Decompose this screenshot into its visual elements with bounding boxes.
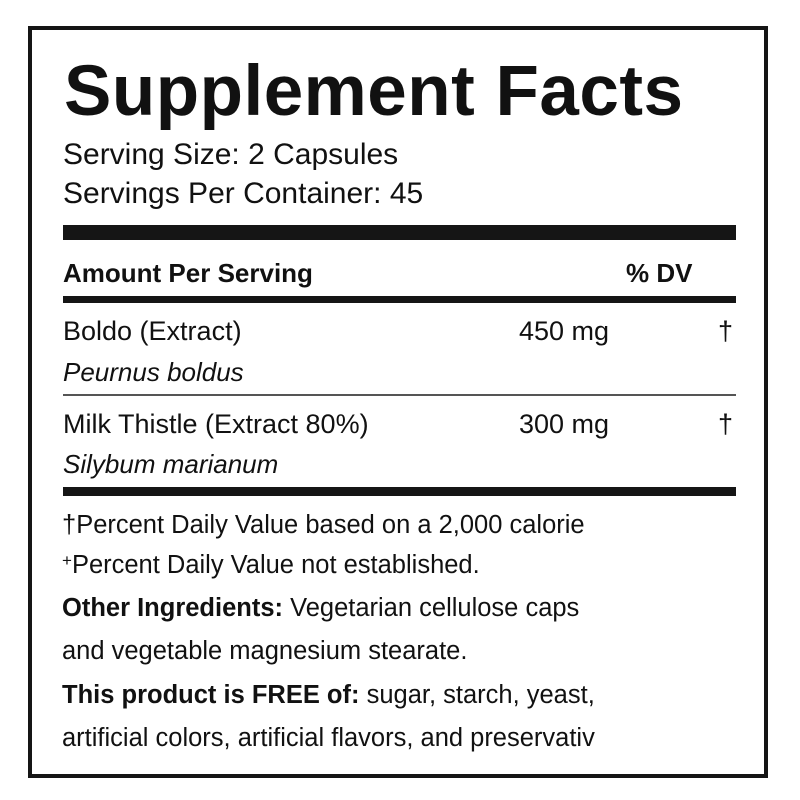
- ingredient-name: Milk Thistle (Extract 80%): [63, 409, 369, 439]
- ingredient-name: Boldo (Extract): [63, 316, 242, 346]
- dv-header: % DV: [626, 258, 693, 288]
- ingredient-amount: 300 mg: [519, 409, 610, 439]
- header-divider: [63, 296, 736, 303]
- thick-divider: [63, 225, 736, 240]
- dagger-symbol: †: [62, 511, 77, 539]
- free-of-label: This product is FREE of:: [62, 681, 360, 709]
- other-ingredients: Other Ingredients: Vegetarian cellulose …: [62, 594, 580, 622]
- serving-size: Serving Size: 2 Capsules: [63, 138, 399, 171]
- other-ingredients-label: Other Ingredients:: [62, 594, 284, 622]
- ingredient-dv: †: [718, 316, 734, 346]
- footnote-dv: †Percent Daily Value based on a 2,000 ca…: [62, 511, 585, 539]
- bottom-divider: [63, 487, 736, 496]
- row-divider: [63, 394, 736, 396]
- footnote-text: Percent Daily Value not established.: [71, 551, 480, 579]
- other-ingredients-cont: and vegetable magnesium stearate.: [62, 637, 468, 665]
- ingredient-amount: 450 mg: [519, 316, 610, 346]
- panel-title: Supplement Facts: [64, 52, 684, 131]
- other-ingredients-text: Vegetarian cellulose caps: [283, 594, 580, 622]
- ingredient-latin: Peurnus boldus: [63, 357, 244, 387]
- ingredient-latin: Silybum marianum: [63, 449, 279, 479]
- footnote-not-established: +Percent Daily Value not established.: [62, 552, 480, 579]
- footnote-text: Percent Daily Value based on a 2,000 cal…: [76, 511, 585, 539]
- ingredient-dv: †: [718, 409, 734, 439]
- plus-symbol: +: [62, 551, 72, 570]
- free-of-cont: artificial colors, artificial flavors, a…: [62, 724, 595, 752]
- free-of: This product is FREE of: sugar, starch, …: [62, 681, 595, 709]
- free-of-text: sugar, starch, yeast,: [359, 681, 595, 709]
- amount-per-serving-header: Amount Per Serving: [63, 258, 313, 288]
- servings-per-container: Servings Per Container: 45: [63, 177, 424, 210]
- supplement-facts-panel: Supplement Facts Serving Size: 2 Capsule…: [28, 26, 768, 778]
